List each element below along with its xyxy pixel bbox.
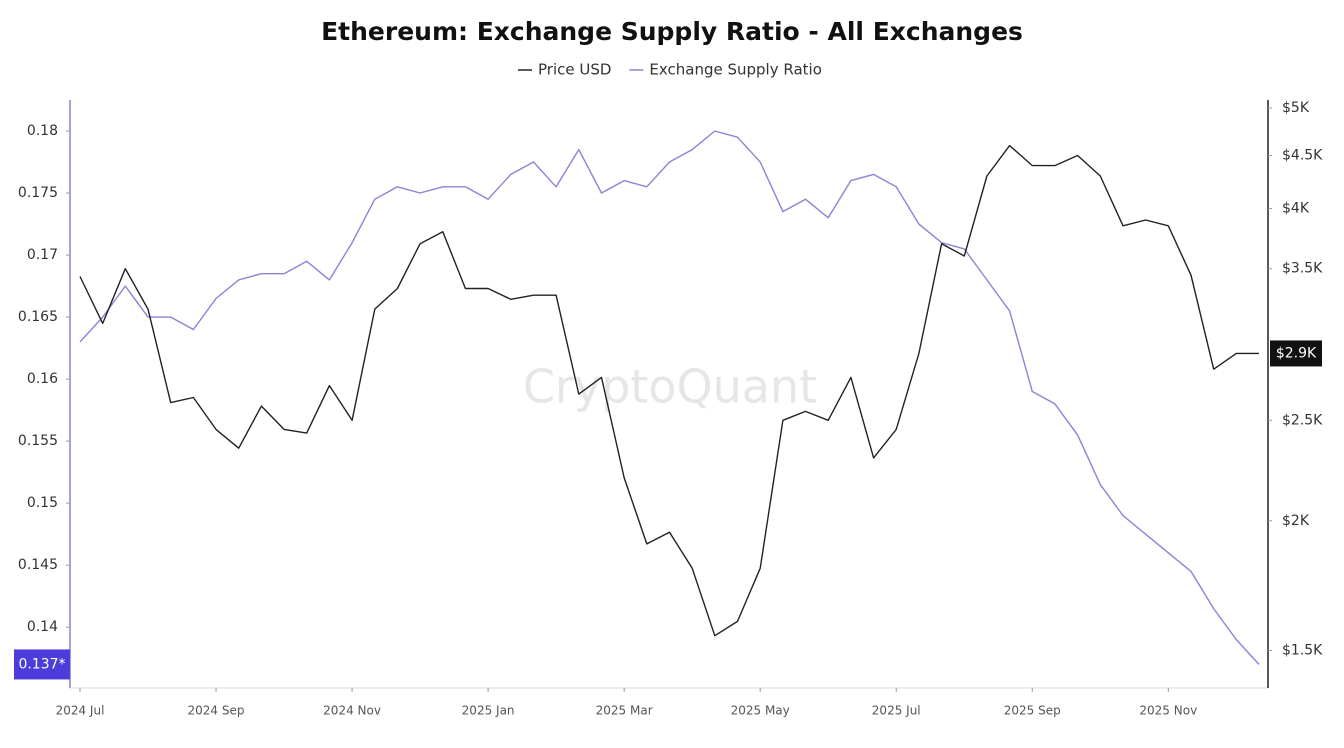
x-tick-label: 2025 Jul	[872, 704, 921, 718]
x-tick-label: 2025 Sep	[1004, 704, 1061, 718]
current-label: 0.137*	[18, 656, 65, 672]
watermark: CryptoQuant	[523, 360, 817, 414]
x-tick-label: 2025 Mar	[596, 704, 653, 718]
series-line	[79, 130, 1260, 665]
y-tick-label: 0.15	[27, 495, 58, 511]
current-badge	[1270, 340, 1322, 367]
y2-tick-label: $3.5K	[1282, 261, 1323, 277]
y2-tick-label: $2K	[1282, 513, 1310, 529]
legend-label: Exchange Supply Ratio	[649, 61, 821, 79]
y2-tick-label: $4.5K	[1282, 148, 1323, 164]
legend-label: Price USD	[538, 61, 611, 79]
y2-tick-label: $5K	[1282, 100, 1310, 116]
x-tick-label: 2025 Jan	[462, 704, 515, 718]
y-tick-label: 0.16	[27, 371, 58, 387]
x-tick-label: 2025 May	[731, 704, 790, 718]
y2-tick-label: $2.5K	[1282, 412, 1323, 428]
x-tick-label: 2024 Sep	[188, 704, 245, 718]
y-tick-label: 0.145	[18, 557, 58, 573]
x-tick-label: 2024 Jul	[56, 704, 105, 718]
y-tick-label: 0.17	[27, 247, 58, 263]
y-tick-label: 0.155	[18, 433, 58, 449]
x-tick-label: 2024 Nov	[323, 704, 381, 718]
y2-tick-label: $4K	[1282, 201, 1310, 217]
y-tick-label: 0.165	[18, 309, 58, 325]
current-label: $2.9K	[1276, 345, 1317, 361]
current-badge	[14, 649, 70, 680]
series-line	[79, 144, 1259, 637]
chart-title: Ethereum: Exchange Supply Ratio - All Ex…	[321, 17, 1023, 46]
y-tick-label: 0.18	[27, 123, 58, 139]
y2-tick-label: $1.5K	[1282, 642, 1323, 658]
y-tick-label: 0.14	[27, 619, 58, 635]
x-tick-label: 2025 Nov	[1139, 704, 1197, 718]
y-tick-label: 0.175	[18, 185, 58, 201]
